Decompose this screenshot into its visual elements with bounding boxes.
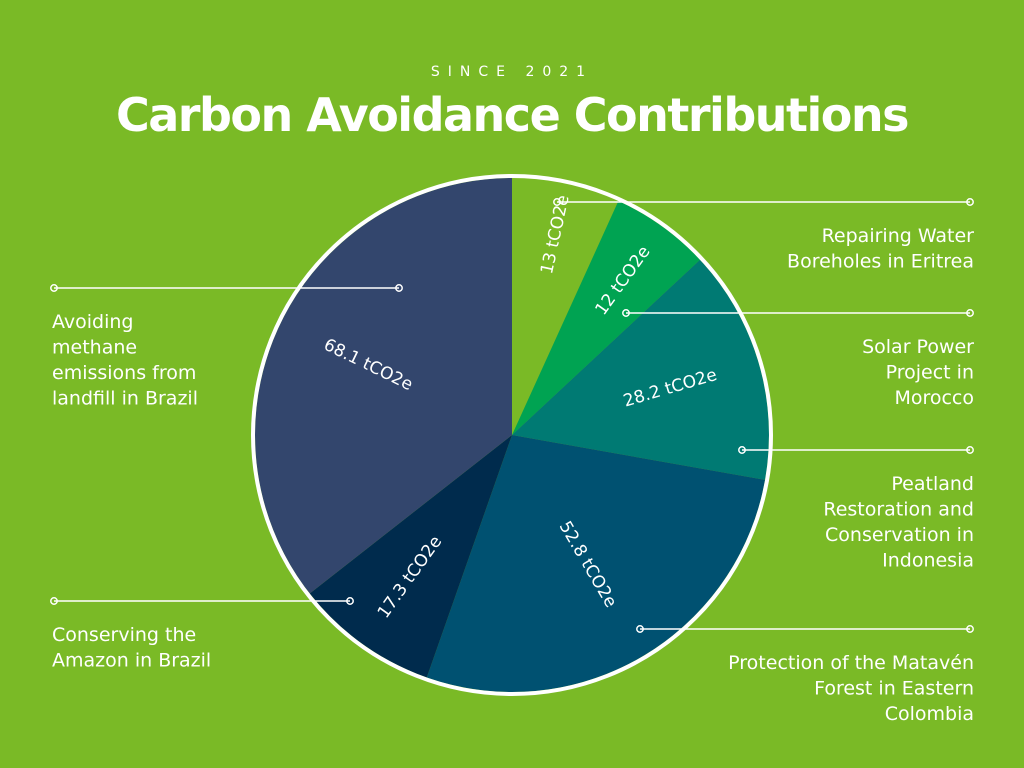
pie-slice [309,435,512,678]
callout-dot [738,446,746,454]
callout-label-line: Peatland [891,473,974,495]
callout-label-line: Morocco [894,387,974,409]
callout-dot [395,284,403,292]
pie-outline [251,174,773,696]
callout-dot [966,198,974,206]
callout-label-line: Avoiding [52,311,133,333]
chart-title: Carbon Avoidance Contributions [115,88,910,142]
callout: Avoiding methane emissions from landfill in… [50,284,403,410]
callout-label-line: Project in [886,362,974,384]
callout: Peatland Restoration and Conservation in In… [738,446,974,572]
callout-label: Solar Power Project in Morocco [862,336,974,409]
callout-label-line: Protection of the Matavén [728,652,974,674]
callout-label-line: methane [52,337,137,359]
callout-label-line: Solar Power [862,336,974,358]
callout: Conserving the Amazon in Brazil [50,597,354,672]
callout-dot [553,198,561,206]
callout-label: Peatland Restoration and Conservation in In… [823,473,974,572]
chart-subtitle: SINCE 2021 [430,64,594,80]
pie-slice [254,178,513,594]
callout-label: Protection of the Matavén Forest in Easte… [728,652,974,725]
callout-label-line: Forest in Eastern [814,678,974,700]
callout: Solar Power Project in Morocco [622,309,974,409]
pie-slice [512,259,770,480]
callout-label-line: Amazon in Brazil [52,650,211,672]
callout-dot [346,597,354,605]
callout: Repairing Water Boreholes in Eritrea [553,198,974,273]
callout-dot [636,625,644,633]
pie-slice [426,435,766,693]
callout-dot [50,284,58,292]
callout-label: Conserving the Amazon in Brazil [52,624,211,672]
callout-label-line: emissions from [52,362,196,384]
callout-label-line: landfill in Brazil [52,388,198,410]
callout-label-line: Indonesia [882,550,974,572]
callout-label-line: Conservation in [825,524,974,546]
callout-label-line: Boreholes in Eritrea [787,251,974,273]
callout-label-line: Restoration and [823,499,974,521]
callout-label: Repairing Water Boreholes in Eritrea [787,225,974,273]
callout-label: Avoiding methane emissions from landfill in… [52,311,198,410]
callout-label-line: Repairing Water [822,225,975,247]
pie-slice [512,201,701,435]
callout-label-line: Conserving the [52,624,196,646]
callout-dot [622,309,630,317]
callout-dot [966,625,974,633]
callout-label-line: Colombia [885,703,974,725]
callout: Protection of the Matavén Forest in Easte… [636,625,974,725]
callout-dot [966,446,974,454]
callout-dot [966,309,974,317]
callout-dot [50,597,58,605]
pie-slice [512,178,619,435]
